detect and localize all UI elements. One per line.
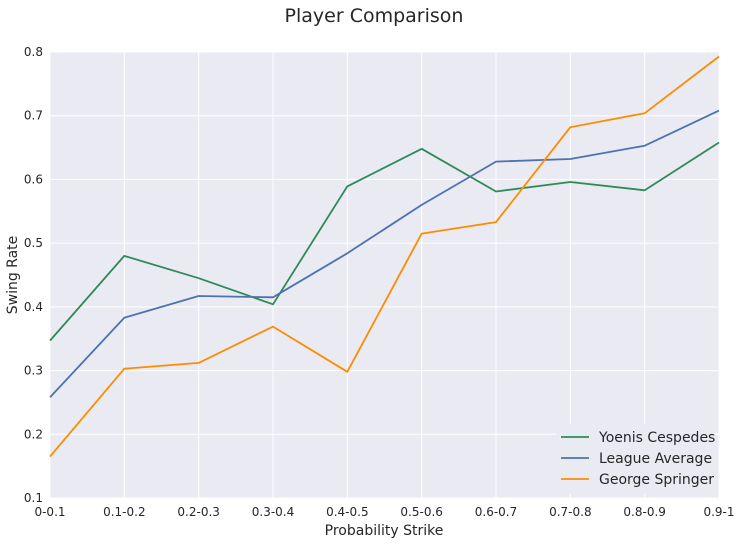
series-lines <box>49 55 720 458</box>
y-tick-label: 0.4 <box>24 300 43 314</box>
plot-area <box>50 52 719 498</box>
legend-label: George Springer <box>599 472 714 488</box>
x-tick-label: 0.6-0.7 <box>475 505 518 519</box>
y-tick-label: 0.8 <box>24 45 43 59</box>
series-line-yoenis-cespedes <box>49 141 720 342</box>
y-tick-label: 0.3 <box>24 364 43 378</box>
y-tick-label: 0.1 <box>24 491 43 505</box>
x-tick-label: 0.9-1 <box>703 505 734 519</box>
legend-box <box>556 424 714 494</box>
x-tick-label: 0.4-0.5 <box>326 505 369 519</box>
x-tick-label: 0.1-0.2 <box>103 505 146 519</box>
x-tick-label: 0-0.1 <box>34 505 65 519</box>
y-axis-label: Swing Rate <box>5 236 21 315</box>
legend-label: Yoenis Cespedes <box>598 430 715 446</box>
y-tick-label: 0.7 <box>24 109 43 123</box>
x-tick-label: 0.5-0.6 <box>400 505 443 519</box>
x-tick-labels: 0-0.1 0.1-0.2 0.2-0.3 0.3-0.4 0.4-0.5 0.5-0.6… <box>34 505 734 519</box>
y-tick-label: 0.2 <box>24 427 43 441</box>
y-tick-label: 0.6 <box>24 172 43 186</box>
series-line-league-average <box>49 109 720 398</box>
x-tick-label: 0.8-0.9 <box>623 505 666 519</box>
series-line-george-springer <box>49 55 720 458</box>
x-tick-label: 0.2-0.3 <box>177 505 220 519</box>
x-tick-label: 0.7-0.8 <box>549 505 592 519</box>
legend-label: League Average <box>599 451 712 467</box>
y-tick-label: 0.5 <box>24 236 43 250</box>
x-axis-label: Probability Strike <box>325 523 444 539</box>
x-tick-label: 0.3-0.4 <box>252 505 295 519</box>
y-tick-labels: 0.1 0.2 0.3 0.4 0.5 0.6 0.7 0.8 <box>24 45 43 505</box>
chart-title: Player Comparison <box>285 5 464 27</box>
legend: Yoenis Cespedes League Average George Spri… <box>556 424 715 494</box>
